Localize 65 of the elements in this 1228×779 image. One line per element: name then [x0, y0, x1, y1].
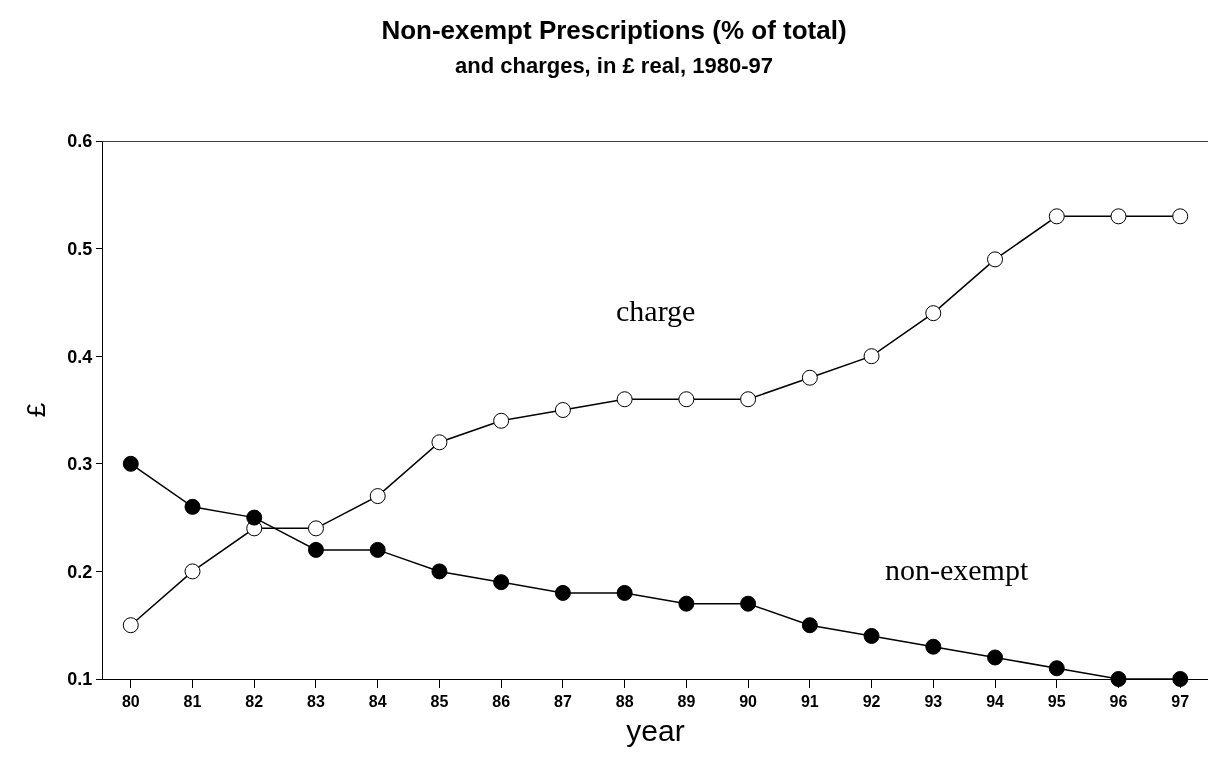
point	[1048, 660, 1065, 677]
x-tick-label: 85	[430, 693, 449, 711]
point	[925, 638, 942, 655]
y-tick-label: 0.3	[67, 454, 93, 475]
x-axis-title: year	[626, 713, 685, 747]
x-tick-label: 95	[1047, 693, 1066, 711]
x-tick-label: 91	[800, 693, 819, 711]
point	[369, 488, 386, 505]
x-tick-label: 87	[554, 693, 572, 711]
point	[307, 520, 324, 537]
point	[925, 305, 942, 322]
x-tick-label: 83	[307, 693, 325, 711]
point	[678, 391, 695, 408]
point	[678, 595, 695, 612]
x-tick-label: 93	[924, 693, 943, 711]
point	[184, 498, 201, 515]
y-tick-label: 0.1	[67, 669, 93, 690]
x-tick-label: 97	[1171, 693, 1190, 711]
x-tick-label: 94	[986, 693, 1005, 711]
y-tick-label: 0.2	[67, 561, 93, 582]
y-axis-title: £	[20, 402, 51, 418]
point	[740, 391, 757, 408]
point	[554, 402, 571, 418]
point	[863, 627, 880, 644]
point	[1172, 671, 1189, 687]
point	[307, 541, 324, 558]
x-tick-label: 88	[615, 693, 634, 711]
point	[1172, 208, 1189, 225]
point	[369, 541, 386, 558]
x-tick-label: 90	[739, 693, 758, 711]
point	[987, 649, 1004, 666]
point	[122, 617, 139, 634]
point	[801, 369, 818, 386]
chart-title: Non-exempt Prescriptions (% of total)	[381, 14, 847, 45]
point	[493, 574, 510, 591]
series-label: non-exempt	[885, 553, 1029, 586]
point	[1110, 208, 1127, 225]
point	[493, 412, 510, 429]
point	[801, 617, 818, 634]
x-tick-label: 89	[677, 693, 696, 711]
text: charge	[616, 294, 696, 327]
x-tick-label: 84	[368, 693, 387, 711]
y-tick-label: 0.6	[67, 131, 93, 152]
chart-subtitle: and charges, in £ real, 1980-97	[455, 52, 773, 78]
point	[184, 563, 201, 580]
point	[863, 348, 880, 365]
point	[554, 584, 571, 601]
y-tick-label: 0.4	[67, 346, 93, 367]
point	[1110, 671, 1127, 687]
point	[431, 563, 448, 580]
point	[740, 595, 757, 612]
x-tick-label: 81	[183, 693, 202, 711]
x-tick-label: 82	[245, 693, 264, 711]
point	[987, 251, 1004, 268]
x-tick-label: 80	[121, 693, 140, 711]
point	[431, 434, 448, 451]
point	[616, 584, 633, 601]
point	[616, 391, 633, 408]
x-tick-label: 86	[492, 693, 511, 711]
point	[246, 509, 263, 526]
point	[122, 455, 139, 472]
y-tick-label: 0.5	[67, 238, 93, 259]
x-tick-label: 92	[862, 693, 881, 711]
x-tick-label: 96	[1109, 693, 1128, 711]
point	[1048, 208, 1065, 225]
